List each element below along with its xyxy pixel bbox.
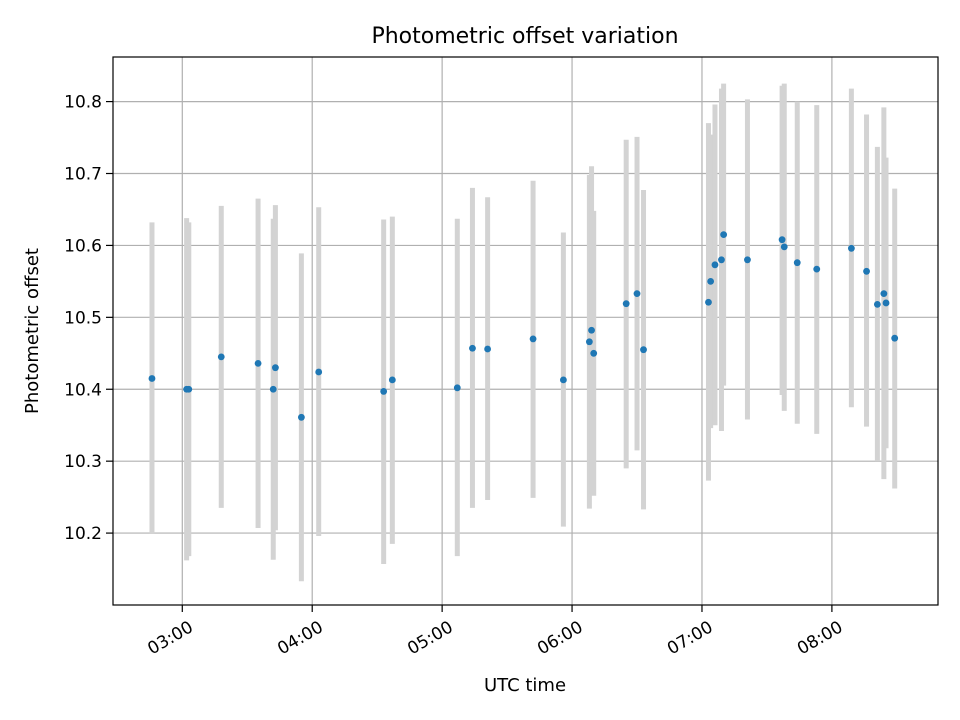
data-point	[813, 265, 821, 273]
data-point	[640, 346, 647, 354]
data-point	[453, 384, 461, 392]
y-axis-ticks: 10.2 10.3 10.4 10.5 10.6 10.7 10.8	[64, 93, 113, 544]
data-point	[633, 290, 641, 298]
plot-area-frame	[112, 56, 939, 606]
y-tick-label: 10.4	[64, 380, 102, 400]
data-point	[720, 231, 728, 239]
data-point	[469, 344, 476, 352]
data-point	[529, 335, 537, 343]
data-point	[711, 261, 719, 269]
data-point	[780, 243, 788, 251]
data-point	[744, 256, 751, 264]
data-points	[148, 231, 899, 421]
x-axis-label: UTC time	[484, 675, 566, 696]
chart-title: Photometric offset variation	[371, 24, 678, 49]
data-point	[622, 300, 630, 308]
y-tick-label: 10.3	[64, 452, 102, 472]
data-point	[217, 353, 225, 361]
data-point	[891, 334, 899, 342]
data-point	[880, 290, 888, 298]
data-point	[718, 256, 725, 264]
data-point	[148, 375, 156, 382]
y-tick-label: 10.6	[64, 236, 102, 256]
y-tick-label: 10.8	[64, 93, 102, 113]
data-point	[315, 368, 323, 376]
data-point	[590, 349, 598, 357]
data-point	[707, 277, 715, 285]
data-point	[793, 259, 801, 267]
y-tick-label: 10.5	[64, 308, 102, 328]
data-point	[882, 299, 890, 307]
data-point	[272, 364, 279, 372]
data-point	[185, 385, 193, 393]
data-point	[254, 359, 262, 367]
grid	[113, 57, 938, 605]
data-point	[484, 345, 492, 353]
data-point	[778, 236, 786, 244]
data-point	[559, 376, 567, 384]
data-point	[873, 300, 881, 308]
y-axis-label: Photometric offset	[22, 248, 43, 414]
data-point	[380, 388, 388, 395]
data-point	[588, 326, 595, 334]
y-tick-label: 10.7	[64, 165, 102, 185]
data-point	[585, 338, 593, 346]
data-point	[269, 385, 277, 393]
data-point	[297, 413, 305, 421]
y-tick-label: 10.2	[64, 524, 102, 544]
data-point	[863, 267, 870, 275]
data-point	[388, 376, 396, 384]
data-point	[705, 298, 712, 306]
data-point	[847, 244, 855, 252]
